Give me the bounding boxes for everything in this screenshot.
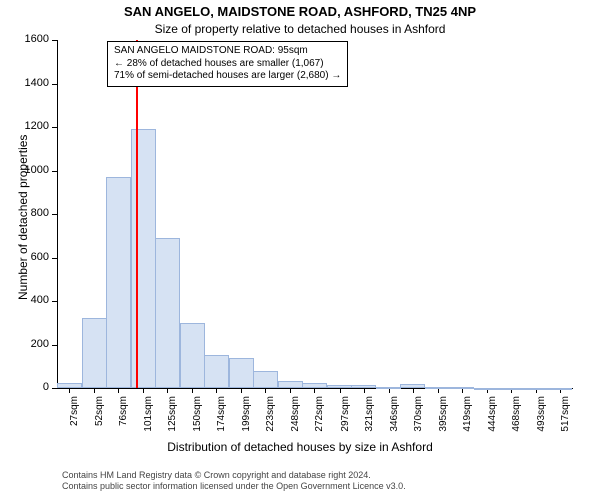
x-tick-label: 125sqm xyxy=(167,396,178,436)
histogram-bar xyxy=(449,387,474,389)
x-tick-label: 297sqm xyxy=(340,396,351,436)
x-tick-label: 493sqm xyxy=(536,396,547,436)
y-tick xyxy=(52,345,57,346)
info-line-1: SAN ANGELO MAIDSTONE ROAD: 95sqm xyxy=(114,45,341,58)
histogram-bar xyxy=(180,323,205,388)
y-tick-label: 1200 xyxy=(19,120,49,132)
attribution-line-2: Contains public sector information licen… xyxy=(62,481,406,492)
histogram-bar xyxy=(155,238,180,388)
attribution: Contains HM Land Registry data © Crown c… xyxy=(62,470,406,492)
x-tick-label: 248sqm xyxy=(290,396,301,436)
x-tick-label: 27sqm xyxy=(69,396,80,436)
y-tick xyxy=(52,258,57,259)
histogram-bar xyxy=(498,388,523,390)
x-tick-label: 101sqm xyxy=(143,396,154,436)
x-tick xyxy=(216,388,217,393)
x-tick-label: 346sqm xyxy=(389,396,400,436)
y-tick-label: 1600 xyxy=(19,33,49,45)
y-tick-label: 0 xyxy=(19,381,49,393)
attribution-line-1: Contains HM Land Registry data © Crown c… xyxy=(62,470,406,481)
reference-line xyxy=(136,40,138,388)
chart-title-sub: Size of property relative to detached ho… xyxy=(0,22,600,36)
y-tick xyxy=(52,40,57,41)
info-line-3: 71% of semi-detached houses are larger (… xyxy=(114,70,341,83)
y-tick-label: 200 xyxy=(19,338,49,350)
histogram-bar xyxy=(229,358,254,388)
x-tick xyxy=(94,388,95,393)
x-tick xyxy=(413,388,414,393)
x-tick-label: 52sqm xyxy=(94,396,105,436)
histogram-bar xyxy=(57,383,82,388)
x-tick xyxy=(192,388,193,393)
histogram-bar xyxy=(82,318,107,388)
y-tick xyxy=(52,84,57,85)
x-tick xyxy=(364,388,365,393)
chart-container: SAN ANGELO, MAIDSTONE ROAD, ASHFORD, TN2… xyxy=(0,0,600,500)
histogram-bar xyxy=(327,385,352,388)
y-axis-line xyxy=(57,40,58,388)
x-tick-label: 174sqm xyxy=(216,396,227,436)
x-tick xyxy=(340,388,341,393)
x-tick-label: 468sqm xyxy=(511,396,522,436)
histogram-bar xyxy=(131,129,156,388)
histogram-bar xyxy=(351,385,376,388)
x-tick-label: 76sqm xyxy=(118,396,129,436)
x-tick-label: 370sqm xyxy=(413,396,424,436)
x-tick xyxy=(314,388,315,393)
histogram-bar xyxy=(253,371,278,388)
histogram-bar xyxy=(204,355,229,388)
plot-area xyxy=(57,40,573,388)
x-tick-label: 395sqm xyxy=(438,396,449,436)
y-tick-label: 800 xyxy=(19,207,49,219)
x-tick-label: 272sqm xyxy=(314,396,325,436)
y-tick-label: 1000 xyxy=(19,164,49,176)
y-tick xyxy=(52,127,57,128)
y-tick-label: 400 xyxy=(19,294,49,306)
y-tick xyxy=(52,171,57,172)
info-box: SAN ANGELO MAIDSTONE ROAD: 95sqm ← 28% o… xyxy=(107,41,348,87)
histogram-bar xyxy=(302,383,327,388)
x-tick-label: 444sqm xyxy=(487,396,498,436)
histogram-bar xyxy=(278,381,303,388)
x-tick-label: 419sqm xyxy=(462,396,473,436)
x-axis-label: Distribution of detached houses by size … xyxy=(0,440,600,454)
x-tick xyxy=(118,388,119,393)
histogram-bar xyxy=(106,177,131,388)
histogram-bar xyxy=(425,387,450,389)
y-tick xyxy=(52,214,57,215)
x-tick xyxy=(265,388,266,393)
y-tick-label: 600 xyxy=(19,251,49,263)
histogram-bar xyxy=(523,388,548,390)
histogram-bar xyxy=(376,387,401,389)
x-tick xyxy=(389,388,390,393)
x-tick-label: 199sqm xyxy=(241,396,252,436)
info-line-2: ← 28% of detached houses are smaller (1,… xyxy=(114,58,341,71)
x-tick-label: 223sqm xyxy=(265,396,276,436)
y-tick-label: 1400 xyxy=(19,77,49,89)
histogram-bar xyxy=(474,388,499,390)
x-tick xyxy=(143,388,144,393)
x-tick-label: 321sqm xyxy=(364,396,375,436)
x-tick xyxy=(167,388,168,393)
x-tick xyxy=(290,388,291,393)
histogram-bar xyxy=(400,384,425,388)
x-tick-label: 517sqm xyxy=(560,396,571,436)
histogram-bar xyxy=(547,388,572,390)
y-tick xyxy=(52,301,57,302)
chart-title-main: SAN ANGELO, MAIDSTONE ROAD, ASHFORD, TN2… xyxy=(0,4,600,19)
x-tick xyxy=(69,388,70,393)
x-tick-label: 150sqm xyxy=(192,396,203,436)
y-tick xyxy=(52,388,57,389)
x-tick xyxy=(241,388,242,393)
